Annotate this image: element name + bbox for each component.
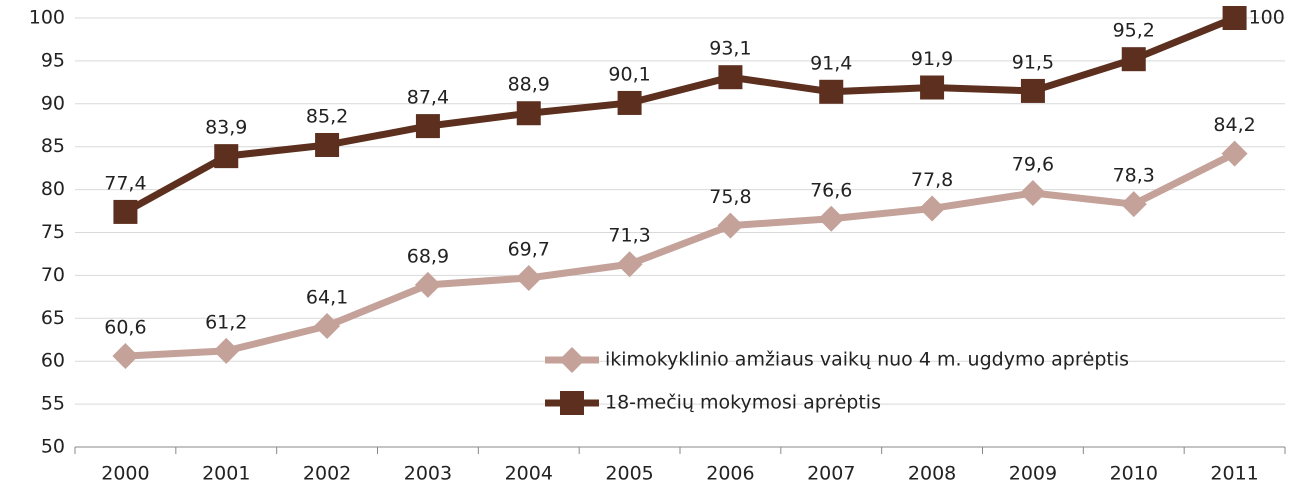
- data-point: [415, 114, 440, 139]
- data-point: [919, 195, 946, 222]
- x-tick-label: 2005: [605, 463, 653, 485]
- data-label: 90,1: [608, 63, 650, 85]
- y-tick-label: 90: [41, 92, 65, 114]
- legend-marker: [560, 391, 584, 415]
- data-label: 77,4: [104, 172, 146, 194]
- y-tick-label: 55: [41, 393, 65, 415]
- y-tick-label: 65: [41, 307, 65, 329]
- data-point: [414, 271, 441, 298]
- legend-label: ikimokyklinio amžiaus vaikų nuo 4 m. ugd…: [605, 349, 1129, 371]
- x-tick-label: 2004: [505, 463, 553, 485]
- data-point: [819, 79, 844, 104]
- data-point: [1221, 140, 1248, 167]
- data-label: 88,9: [508, 74, 550, 96]
- data-label: 61,2: [205, 311, 247, 333]
- y-tick-label: 60: [41, 350, 65, 372]
- y-tick-label: 80: [41, 178, 65, 200]
- data-point: [1020, 78, 1045, 103]
- y-tick-label: 50: [41, 436, 65, 458]
- data-point: [1222, 6, 1247, 30]
- data-point: [1120, 191, 1147, 218]
- data-label: 93,1: [709, 38, 751, 60]
- data-label: 85,2: [306, 105, 348, 127]
- data-point: [213, 337, 240, 364]
- x-tick-label: 2011: [1210, 463, 1258, 485]
- data-point: [314, 313, 341, 340]
- data-label: 69,7: [508, 238, 550, 260]
- series-line: [125, 150, 1237, 360]
- x-tick-label: 2000: [101, 463, 149, 485]
- data-point: [1121, 47, 1146, 72]
- data-point: [113, 199, 138, 224]
- data-point: [516, 101, 541, 126]
- y-tick-label: 70: [41, 264, 65, 286]
- data-label: 84,2: [1213, 114, 1255, 136]
- legend-label: 18-mečių mokymosi aprėptis: [605, 392, 881, 414]
- data-label: 79,6: [1012, 154, 1054, 176]
- data-label: 87,4: [407, 87, 449, 109]
- data-label: 100: [1249, 7, 1285, 29]
- x-tick-label: 2001: [202, 463, 250, 485]
- data-point: [515, 264, 542, 291]
- data-label: 78,3: [1113, 165, 1155, 187]
- x-tick-label: 2002: [303, 463, 351, 485]
- data-label: 75,8: [709, 186, 751, 208]
- y-tick-label: 95: [41, 49, 65, 71]
- data-label: 91,9: [911, 48, 953, 70]
- data-label: 95,2: [1113, 20, 1155, 42]
- data-point: [617, 90, 642, 115]
- legend-marker: [559, 347, 585, 373]
- data-point: [214, 144, 239, 169]
- x-tick-label: 2008: [908, 463, 956, 485]
- data-label: 91,4: [810, 52, 852, 74]
- data-label: 76,6: [810, 179, 852, 201]
- data-point: [1019, 180, 1046, 207]
- data-point: [616, 251, 643, 278]
- y-tick-label: 85: [41, 135, 65, 157]
- x-tick-label: 2009: [1009, 463, 1057, 485]
- data-label: 83,9: [205, 117, 247, 139]
- y-tick-label: 100: [29, 7, 65, 29]
- x-tick-label: 2003: [404, 463, 452, 485]
- x-tick-label: 2007: [807, 463, 855, 485]
- data-point: [717, 212, 744, 239]
- x-tick-label: 2006: [706, 463, 754, 485]
- data-label: 64,1: [306, 287, 348, 309]
- y-tick-label: 75: [41, 221, 65, 243]
- series-line: [123, 14, 1236, 215]
- x-tick-label: 2010: [1110, 463, 1158, 485]
- data-point: [315, 132, 340, 157]
- data-label: 60,6: [104, 317, 146, 339]
- data-point: [818, 205, 845, 232]
- data-point: [920, 75, 945, 100]
- data-point: [112, 343, 139, 370]
- data-label: 71,3: [608, 225, 650, 247]
- data-label: 91,5: [1012, 51, 1054, 73]
- data-label: 68,9: [407, 245, 449, 267]
- data-point: [718, 65, 743, 90]
- data-label: 77,8: [911, 169, 953, 191]
